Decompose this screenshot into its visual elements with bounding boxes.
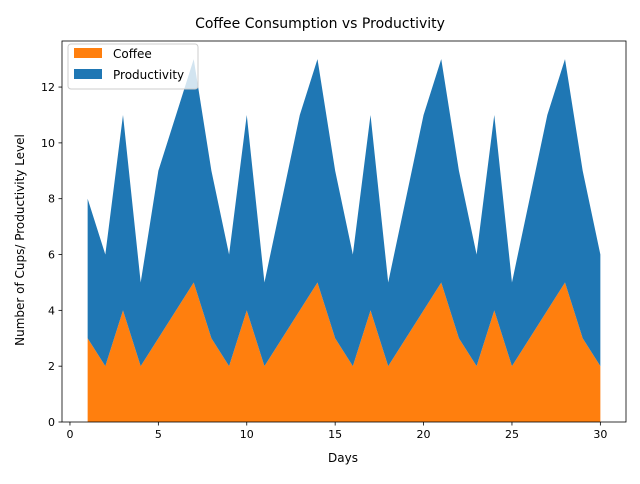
- y-tick-label: 10: [41, 137, 55, 150]
- y-tick-label: 8: [48, 193, 55, 206]
- legend-swatch-productivity: [74, 69, 102, 79]
- y-tick-label: 2: [48, 360, 55, 373]
- y-axis-label: Number of Cups/ Productivity Level: [13, 134, 27, 346]
- axes: 0 5 10 15 20 25 30 0 2 4 6 8 10 12: [41, 40, 627, 441]
- legend: Coffee Productivity: [67, 43, 199, 90]
- y-tick-label: 4: [48, 304, 55, 317]
- x-tick-label: 20: [417, 428, 431, 441]
- legend-label-productivity: Productivity: [113, 68, 184, 82]
- y-tick-label: 6: [48, 249, 55, 262]
- x-axis-label: Days: [328, 451, 358, 465]
- y-tick-label: 0: [48, 416, 55, 429]
- x-tick-label: 30: [593, 428, 607, 441]
- plot-frame: [61, 40, 627, 423]
- chart-title: Coffee Consumption vs Productivity: [195, 16, 445, 32]
- x-tick-label: 10: [240, 428, 254, 441]
- x-tick-label: 15: [328, 428, 342, 441]
- x-tick-label: 5: [155, 428, 162, 441]
- area-series-productivity: [87, 59, 601, 367]
- legend-swatch-coffee: [74, 48, 102, 58]
- plot-areas: [87, 59, 601, 422]
- legend-label-coffee: Coffee: [113, 47, 152, 61]
- x-tick-label: 0: [66, 428, 73, 441]
- y-tick-label: 12: [41, 81, 55, 94]
- x-tick-label: 25: [505, 428, 519, 441]
